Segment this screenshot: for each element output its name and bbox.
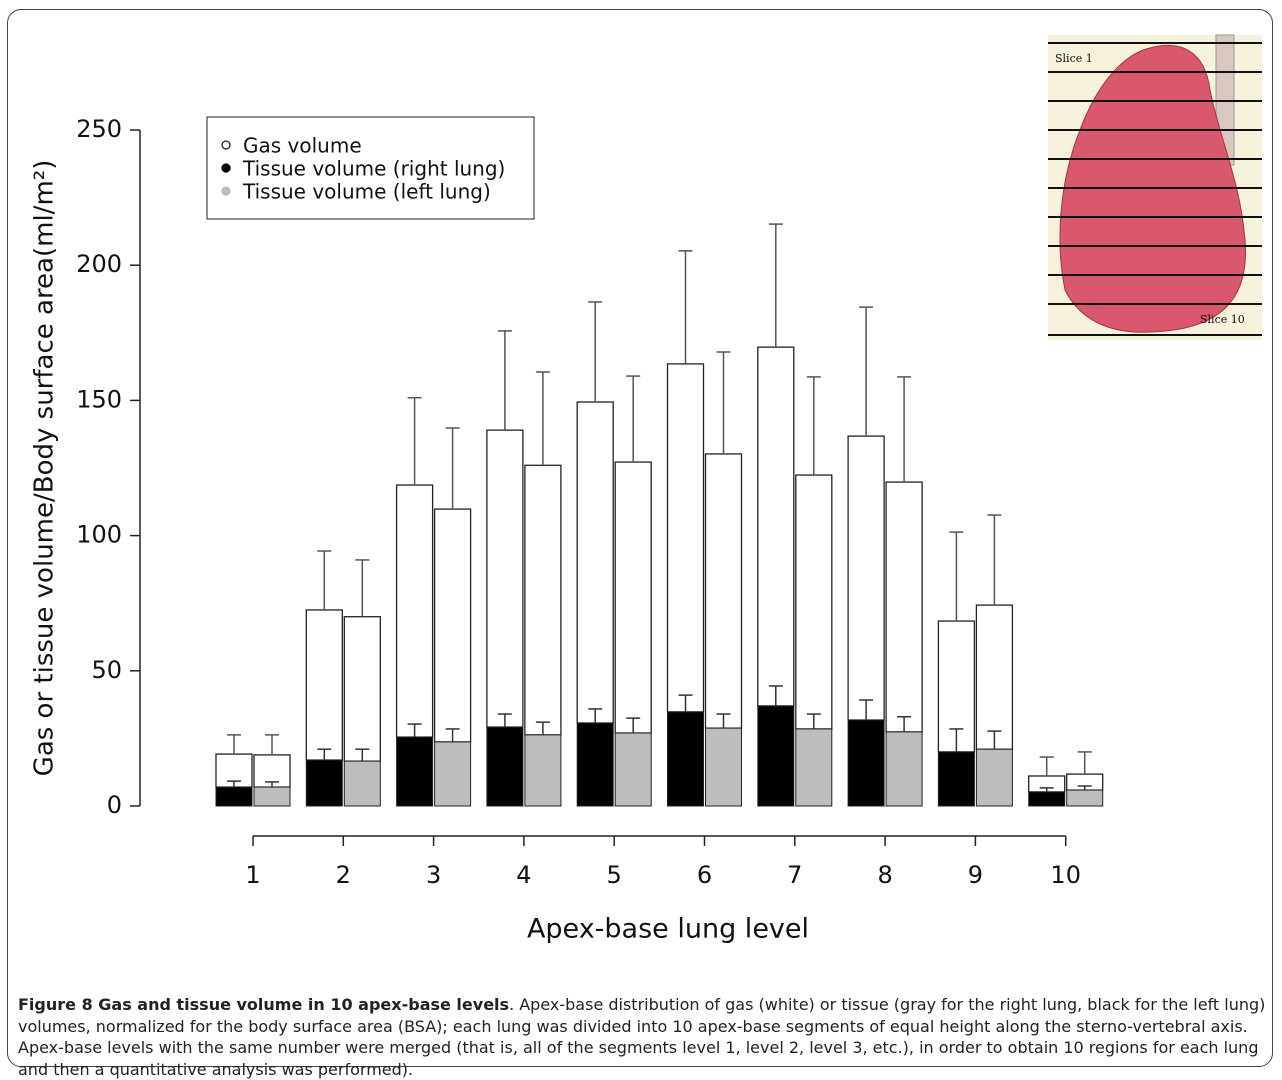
gas-bar — [306, 610, 342, 760]
gas-bar — [435, 509, 471, 742]
gas-bar — [344, 617, 380, 761]
gas-bar — [577, 402, 613, 723]
gas-bar — [796, 475, 832, 729]
gas-bar — [487, 430, 523, 727]
gas-bar — [976, 605, 1012, 749]
gas-bar — [525, 465, 561, 735]
x-tick-label: 6 — [697, 861, 712, 889]
x-tick-label: 3 — [426, 861, 441, 889]
gas-bar — [397, 485, 433, 737]
gas-bar — [668, 364, 704, 712]
y-tick-label: 50 — [91, 656, 122, 684]
y-tick-label: 250 — [76, 115, 122, 143]
x-tick-label: 4 — [516, 861, 531, 889]
tissue-bar — [668, 712, 704, 806]
tissue-bar — [525, 735, 561, 806]
chart: Slice 1 Slice 10 Apex-base lung level Ga… — [0, 0, 1282, 990]
gas-bar — [886, 482, 922, 732]
inset-label: Slice 10 — [1200, 313, 1245, 326]
gas-bar — [615, 462, 651, 733]
legend-label: Tissue volume (right lung) — [242, 157, 505, 181]
y-tick-label: 0 — [107, 791, 122, 819]
legend-marker — [222, 141, 230, 149]
y-tick-label: 100 — [76, 521, 122, 549]
tissue-bar — [344, 761, 380, 806]
tissue-bar — [1029, 792, 1065, 806]
legend-label: Tissue volume (left lung) — [242, 180, 491, 204]
y-tick-label: 150 — [76, 385, 122, 413]
x-tick-label: 5 — [607, 861, 622, 889]
gas-bar — [848, 436, 884, 720]
tissue-bar — [435, 742, 471, 806]
legend-marker — [222, 164, 230, 172]
x-tick-label: 8 — [877, 861, 892, 889]
tissue-bar — [397, 737, 433, 806]
tissue-bar — [706, 728, 742, 806]
tissue-bar — [938, 752, 974, 806]
y-tick-label: 200 — [76, 250, 122, 278]
tissue-bar — [254, 787, 290, 806]
x-tick-label: 7 — [787, 861, 802, 889]
x-tick-label: 10 — [1050, 861, 1081, 889]
tissue-bar — [758, 706, 794, 806]
tissue-bar — [306, 760, 342, 806]
inset: Slice 1 Slice 10 — [1048, 35, 1262, 340]
gas-bar — [758, 347, 794, 706]
tissue-bar — [577, 723, 613, 806]
x-tick-label: 9 — [968, 861, 983, 889]
x-tick-label: 2 — [336, 861, 351, 889]
legend-label: Gas volume — [243, 134, 362, 158]
tissue-bar — [216, 787, 252, 806]
tissue-bar — [848, 720, 884, 806]
inset-label: Slice 1 — [1055, 52, 1093, 65]
y-axis-title: Gas or tissue volume/Body surface area(m… — [30, 160, 60, 777]
tissue-bar — [796, 729, 832, 806]
tissue-bar — [615, 733, 651, 806]
tissue-bar — [487, 727, 523, 806]
tissue-bar — [976, 749, 1012, 806]
x-tick-label: 1 — [245, 861, 260, 889]
gas-bar — [706, 454, 742, 728]
caption-title: Figure 8 Gas and tissue volume in 10 ape… — [18, 995, 509, 1014]
x-axis-title: Apex-base lung level — [527, 914, 809, 945]
caption: Figure 8 Gas and tissue volume in 10 ape… — [18, 994, 1270, 1080]
legend-marker — [222, 187, 230, 195]
tissue-bar — [1067, 790, 1103, 806]
page: Slice 1 Slice 10 Apex-base lung level Ga… — [0, 0, 1282, 1075]
tissue-bar — [886, 732, 922, 806]
